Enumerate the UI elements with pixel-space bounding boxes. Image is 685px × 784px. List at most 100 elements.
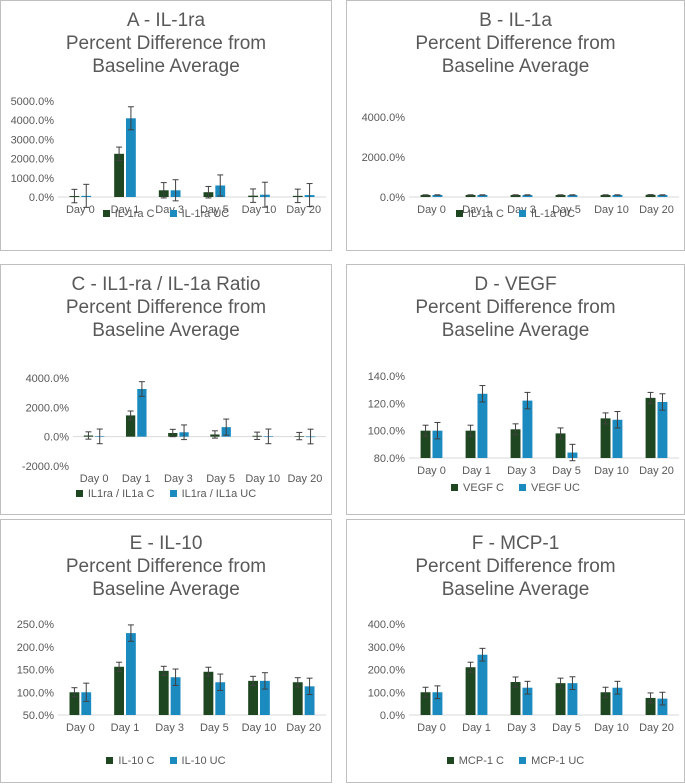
legend-swatch-uc [519,210,527,217]
bar-uc [657,195,668,197]
chart-plot: 0.0% 100.0% 200.0% 300.0% 400.0% Day 0 Day 1 Da… [368,619,679,734]
bar-uc [612,687,623,715]
x-tick-label: Day 10 [242,722,277,734]
bar-c [510,429,521,458]
x-tick-label: Day 10 [594,204,629,216]
y-tick-label: 5000.0% [11,96,55,108]
x-tick-label: Day 5 [200,204,229,216]
chart-title: D - VEGF Percent Difference from Baselin… [415,274,616,341]
chart-legend: IL-1a C IL-1a UC [347,208,684,220]
x-tick-label: Day 0 [417,722,446,734]
y-tick-label: 50.0% [23,710,54,722]
legend-swatch-uc [519,757,527,764]
bar-c [600,195,611,197]
bar-c [420,692,431,715]
legend-swatch-c [455,210,463,217]
bar-uc [126,633,136,715]
x-tick-label: Day 20 [639,722,674,734]
y-tick-label: 200.0% [368,665,406,677]
y-tick-label: 4000.0% [26,373,70,385]
chart-legend: VEGF C VEGF UC [347,482,684,494]
x-tick-label: Day 20 [639,465,674,477]
y-tick-label: 4000.0% [362,112,406,124]
x-tick-label: Day 1 [462,722,491,734]
legend-item-c: VEGF C [451,482,504,494]
legend-item-uc: IL-1ra UC [169,208,229,220]
y-tick-label: 2000.0% [362,152,406,164]
y-tick-label: 0.0% [29,192,54,204]
bar-c [114,153,124,197]
legend-item-c: IL1ra / IL1a C [75,488,155,500]
legend-swatch-c [75,490,83,497]
chart-panel-b: B - IL-1a Percent Difference from Baseli… [346,0,685,251]
legend-item-c: IL-1ra C [102,208,155,220]
x-tick-label: Day 5 [552,204,581,216]
x-tick-label: Day 1 [111,722,140,734]
x-tick-label: Day 10 [594,722,629,734]
chart-panel-f: F - MCP-1 Percent Difference from Baseli… [346,519,685,783]
bar-c [158,670,169,715]
bar-uc [170,677,181,715]
legend-swatch-c [451,484,459,491]
legend-swatch-c [106,757,114,764]
legend-item-c: IL-1a C [455,208,504,220]
bar-c [69,692,80,715]
chart-title: B - IL-1a Percent Difference from Baseli… [415,10,616,77]
bar-uc [567,683,578,715]
chart-panel-e: E - IL-10 Percent Difference from Baseli… [0,519,332,783]
bar-uc [477,195,488,197]
bar-c [510,195,521,197]
chart-title: A - IL-1ra Percent Difference from Basel… [65,10,267,77]
y-tick-label: 100.0% [368,426,406,438]
bar-c [465,667,476,715]
bar-uc [304,686,315,715]
legend-swatch-c [102,210,110,217]
bar-c [645,397,656,458]
bar-uc [522,195,533,197]
bar-uc [612,195,623,197]
y-tick-label: 2000.0% [26,402,70,414]
x-tick-label: Day 0 [80,473,109,485]
y-tick-label: 250.0% [17,619,55,631]
chart-title: F - MCP-1 Percent Difference from Baseli… [415,533,616,600]
bar-c [203,671,214,715]
chart-legend: IL-1ra C IL-1ra UC [1,208,331,220]
legend-swatch-c [446,757,454,764]
bar-c [114,666,124,715]
chart-panel-a: A - IL-1ra Percent Difference from Basel… [0,0,332,251]
y-tick-label: 120.0% [368,398,406,410]
bar-c [420,195,431,197]
bar-uc [657,401,668,458]
bar-c [645,194,656,197]
bar-c [600,418,611,458]
bar-c [292,682,303,715]
chart-plot: 0.0% 1000.0% 2000.0% 3000.0% 4000.0% 5000.0% D… [11,96,326,216]
chart-panel-c: C - IL1-ra / IL-1a Ratio Percent Differe… [0,264,332,515]
y-tick-label: 140.0% [368,371,406,383]
bar-c [555,195,566,197]
bar-uc [432,692,443,715]
bar-uc [260,680,270,715]
bar-uc [657,698,668,715]
x-tick-label: Day 10 [594,465,629,477]
chart-plot: 80.0% 100.0% 120.0% 140.0% Day 0 Day 1 Day 3 Da… [368,371,679,477]
bar-c [555,683,566,715]
x-tick-label: Day 0 [66,722,95,734]
bar-uc [567,195,578,197]
y-tick-label: 3000.0% [11,134,55,146]
x-tick-label: Day 20 [639,204,674,216]
legend-item-c: IL-10 C [106,755,154,767]
y-tick-label: 0.0% [44,432,69,444]
bar-c [125,415,136,437]
x-tick-label: Day 5 [200,722,229,734]
legend-item-c: MCP-1 C [446,755,504,767]
chart-title: E - IL-10 Percent Difference from Baseli… [65,533,267,600]
bar-c [555,433,566,458]
bar-c [465,195,476,197]
y-tick-label: 100.0% [368,687,406,699]
bar-uc [137,389,147,437]
x-tick-label: Day 1 [122,473,151,485]
x-tick-label: Day 3 [507,722,536,734]
bar-uc [432,430,443,458]
chart-plot: 50.0% 100.0% 150.0% 200.0% 250.0% Day 0 Day 1 D… [17,619,326,734]
